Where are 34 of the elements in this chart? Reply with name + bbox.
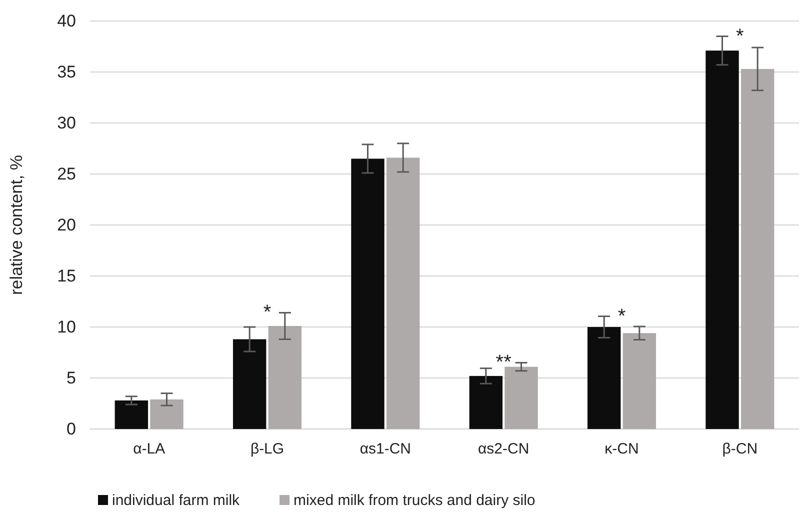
y-axis-title: relative content, % [7,155,26,295]
bar [386,158,420,429]
x-tick-label: κ-CN [604,440,639,458]
bar [622,333,656,429]
x-tick-label: α-LA [133,440,166,458]
bar [706,50,739,429]
y-tick-label: 20 [57,215,76,234]
bar [469,376,503,429]
x-tick-label: β-LG [250,440,284,458]
legend-label: individual farm milk [112,492,240,509]
bar [587,327,621,429]
x-tick-label: β-CN [722,440,758,458]
annotation: * [618,305,626,328]
y-tick-label: 0 [66,419,76,438]
bar [351,158,384,429]
bar [740,68,774,429]
x-tick-label: αs2-CN [478,440,530,458]
bar [232,339,266,429]
bar [114,400,148,429]
x-tick-label: αs1-CN [360,440,412,458]
bar [150,399,184,429]
bar [504,366,538,429]
y-tick-label: 40 [57,11,76,30]
y-tick-label: 35 [57,62,76,82]
annotation: ** [496,352,512,374]
y-tick-label: 30 [57,113,76,132]
y-tick-label: 10 [57,317,76,336]
y-tick-label: 5 [66,368,76,388]
y-tick-label: 25 [57,164,76,184]
bar [268,326,302,429]
annotation: * [736,25,744,48]
annotation: * [263,302,272,324]
legend-label: mixed milk from trucks and dairy silo [294,492,536,509]
y-tick-label: 15 [57,266,76,286]
